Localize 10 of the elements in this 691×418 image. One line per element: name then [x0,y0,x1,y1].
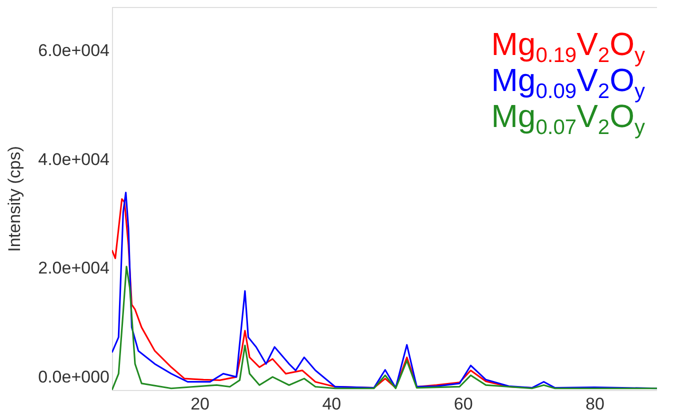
y-tick-label: 4.0e+004 [38,150,110,169]
y-tick-label: 2.0e+004 [38,258,110,278]
y-tick-label: 0.0e+000 [38,367,110,386]
x-tick-label: 80 [586,394,604,414]
x-tick-label: 60 [454,394,473,414]
x-tick-label: 40 [322,394,342,414]
y-tick-label: 6.0e+004 [38,41,110,60]
line-series [112,266,657,390]
x-tick-label: 20 [190,394,210,414]
y-axis-title: Intensity (cps) [5,146,24,252]
